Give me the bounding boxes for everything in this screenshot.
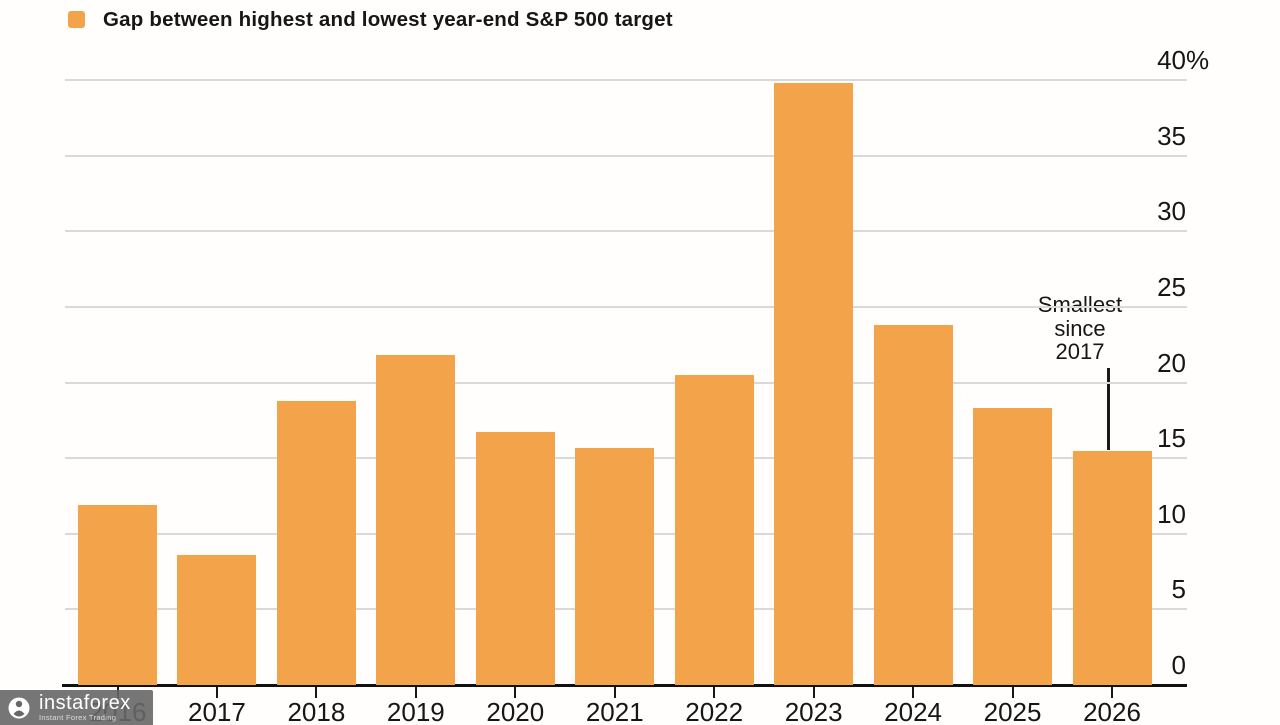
watermark: instaforex Instant Forex Trading <box>0 690 153 725</box>
bar-2026 <box>1072 450 1152 685</box>
y-tick-label-40: 40% <box>1157 45 1210 75</box>
x-tick-label-2025: 2025 <box>983 697 1042 725</box>
gridline-25 <box>65 305 1187 308</box>
x-tick-label-2023: 2023 <box>784 697 843 725</box>
gridline-40 <box>65 79 1187 81</box>
gear-person-icon <box>8 697 30 718</box>
x-tick-label-2018: 2018 <box>287 697 346 725</box>
annotation-smallest-since-2017: Smallest since 2017 <box>1005 293 1155 364</box>
y-tick-label-35: 35 <box>1157 120 1186 151</box>
annotation-leader-line <box>1107 368 1110 450</box>
y-tick-label-30: 30 <box>1157 196 1186 227</box>
legend-swatch-icon <box>68 11 85 28</box>
x-tick-label-2026: 2026 <box>1083 697 1141 725</box>
x-tick-label-2021: 2021 <box>585 697 644 725</box>
x-tick-label-2017: 2017 <box>188 697 246 725</box>
bar-2020 <box>475 432 555 685</box>
y-tick-label-10: 10 <box>1157 498 1186 529</box>
x-tick-mark-2018 <box>315 687 318 698</box>
x-tick-mark-2017 <box>215 687 218 698</box>
x-tick-mark-2019 <box>414 687 417 698</box>
x-tick-label-2019: 2019 <box>386 697 445 725</box>
y-tick-label-25: 25 <box>1157 271 1186 302</box>
x-tick-mark-2023 <box>812 687 815 698</box>
annotation-line-2: 2017 <box>1055 339 1105 364</box>
bar-2016 <box>78 505 157 685</box>
bar-2018 <box>276 400 356 685</box>
watermark-tagline: Instant Forex Trading <box>39 713 117 722</box>
x-tick-mark-2021 <box>613 687 616 698</box>
y-tick-label-15: 15 <box>1157 423 1186 454</box>
bar-2019 <box>376 355 456 685</box>
y-tick-label-5: 5 <box>1171 574 1186 605</box>
bar-2021 <box>575 447 655 685</box>
bar-2025 <box>973 408 1053 685</box>
x-tick-mark-2022 <box>713 687 716 698</box>
legend: Gap between highest and lowest year-end … <box>68 8 673 32</box>
y-tick-label-0: 0 <box>1171 650 1186 680</box>
x-tick-mark-2026 <box>1111 687 1113 698</box>
x-tick-mark-2020 <box>514 687 517 698</box>
y-tick-label-20: 20 <box>1157 347 1186 378</box>
bar-2017 <box>177 554 257 685</box>
watermark-texts: instaforex Instant Forex Trading <box>39 693 131 722</box>
bar-2024 <box>873 325 953 685</box>
gridline-30 <box>65 230 1187 233</box>
gridline-20 <box>65 381 1187 384</box>
x-axis-line <box>62 684 1187 687</box>
x-tick-mark-2025 <box>1011 687 1014 698</box>
gridline-35 <box>65 154 1187 157</box>
watermark-brand: instaforex <box>39 692 131 714</box>
x-tick-mark-2024 <box>912 687 915 698</box>
annotation-line-1: since <box>1054 315 1106 341</box>
bar-2023 <box>774 83 854 685</box>
x-tick-label-2020: 2020 <box>486 697 545 725</box>
x-tick-label-2024: 2024 <box>884 697 943 725</box>
annotation-line-0: Smallest <box>1037 292 1123 317</box>
x-tick-label-2022: 2022 <box>685 697 744 725</box>
bar-2022 <box>674 374 754 685</box>
legend-label: Gap between highest and lowest year-end … <box>103 8 673 31</box>
